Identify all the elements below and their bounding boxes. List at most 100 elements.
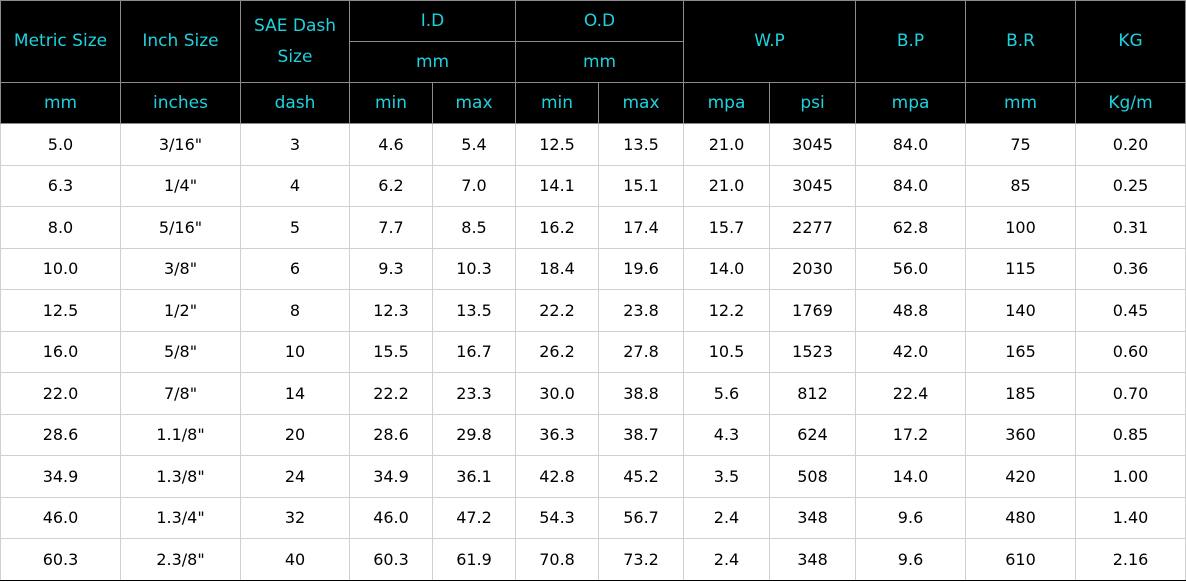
table-cell: 38.8 (598, 372, 685, 415)
table-cell: 624 (769, 414, 857, 456)
header-wp: W.P (683, 0, 857, 83)
table-cell: 9.6 (855, 538, 967, 581)
table-cell: 3045 (769, 165, 857, 207)
table-cell: 21.0 (683, 165, 771, 207)
table-cell: 0.85 (1075, 414, 1186, 456)
table-cell: 12.5 (515, 123, 600, 166)
table-cell: 15.1 (598, 165, 685, 207)
table-cell: 40 (240, 538, 350, 581)
table-cell: 2.3/8" (120, 538, 241, 581)
header-id-unit: mm (348, 41, 517, 83)
table-cell: 5/8" (120, 331, 241, 373)
table-cell: 1523 (769, 331, 857, 373)
table-body: 5.0 3/16" 3 4.6 5.4 12.5 13.5 21.0 3045 84.0 75 0.2… (0, 123, 1186, 581)
table-cell: 1769 (769, 289, 857, 332)
table-cell: 28.6 (349, 414, 433, 456)
table-cell: 2.4 (683, 497, 771, 539)
table-cell: 84.0 (855, 165, 967, 207)
unit-od-max: max (598, 82, 685, 124)
table-cell: 29.8 (432, 414, 517, 456)
table-cell: 45.2 (598, 455, 685, 498)
table-cell: 56.7 (598, 497, 685, 539)
unit-br-mm: mm (965, 82, 1077, 124)
table-cell: 3 (240, 123, 350, 166)
unit-id-min: min (349, 82, 433, 124)
table-cell: 42.8 (515, 455, 600, 498)
table-cell: 47.2 (432, 497, 517, 539)
table-row: 22.0 7/8" 14 22.2 23.3 30.0 38.8 5.6 812 22.4 185 0… (0, 372, 1186, 415)
table-cell: 1/4" (120, 165, 241, 207)
header-id: I.D (348, 0, 517, 42)
header-sae-dash-size: SAE Dash Size (240, 0, 350, 83)
unit-dash: dash (240, 82, 350, 124)
table-cell: 10.3 (432, 248, 517, 290)
header-inch-size: Inch Size (120, 0, 241, 83)
table-cell: 12.5 (0, 289, 121, 332)
table-cell: 16.0 (0, 331, 121, 373)
table-cell: 9.6 (855, 497, 967, 539)
table-cell: 34.9 (349, 455, 433, 498)
table-cell: 1/2" (120, 289, 241, 332)
table-cell: 54.3 (515, 497, 600, 539)
table-cell: 14 (240, 372, 350, 415)
table-cell: 420 (965, 455, 1077, 498)
table-cell: 6 (240, 248, 350, 290)
header-kg: KG (1075, 0, 1186, 83)
table-row: 60.3 2.3/8" 40 60.3 61.9 70.8 73.2 2.4 348 9.6 610… (0, 538, 1186, 581)
table-cell: 0.20 (1075, 123, 1186, 166)
table-cell: 14.0 (855, 455, 967, 498)
table-cell: 812 (769, 372, 857, 415)
table-cell: 10 (240, 331, 350, 373)
unit-od-min: min (515, 82, 600, 124)
table-cell: 0.36 (1075, 248, 1186, 290)
table-cell: 1.1/8" (120, 414, 241, 456)
table-cell: 5 (240, 206, 350, 249)
header-br: B.R (965, 0, 1077, 83)
table-cell: 10.5 (683, 331, 771, 373)
table-cell: 20 (240, 414, 350, 456)
table-cell: 16.2 (515, 206, 600, 249)
table-cell: 480 (965, 497, 1077, 539)
table-cell: 0.31 (1075, 206, 1186, 249)
table-cell: 34.9 (0, 455, 121, 498)
unit-id-max: max (431, 82, 517, 124)
header-unit-row: mm mm (1, 41, 1186, 83)
table-cell: 84.0 (855, 123, 967, 166)
table-cell: 46.0 (349, 497, 433, 539)
table-cell: 4 (240, 165, 350, 207)
table-cell: 1.40 (1075, 497, 1186, 539)
table-cell: 23.3 (432, 372, 517, 415)
table-cell: 22.0 (0, 372, 121, 415)
table-cell: 185 (965, 372, 1077, 415)
table-cell: 36.3 (515, 414, 600, 456)
table-cell: 18.4 (515, 248, 600, 290)
table-cell: 70.8 (515, 538, 600, 581)
table-row: 6.3 1/4" 4 6.2 7.0 14.1 15.1 21.0 3045 84.0 85 0.25 (0, 165, 1186, 207)
table-cell: 13.5 (598, 123, 685, 166)
table-header: Metric Size Inch Size SAE Dash Size I.D … (0, 0, 1186, 124)
unit-inch: inches (120, 82, 241, 124)
table-cell: 1.3/4" (120, 497, 241, 539)
table-cell: 115 (965, 248, 1077, 290)
table-cell: 0.70 (1075, 372, 1186, 415)
unit-kg-m: Kg/m (1075, 82, 1186, 124)
table-cell: 5.6 (683, 372, 771, 415)
table-cell: 9.3 (349, 248, 433, 290)
table-cell: 348 (769, 497, 857, 539)
table-cell: 0.60 (1075, 331, 1186, 373)
table-cell: 56.0 (855, 248, 967, 290)
table-cell: 8.5 (432, 206, 517, 249)
table-cell: 30.0 (515, 372, 600, 415)
table-cell: 2277 (769, 206, 857, 249)
table-cell: 8 (240, 289, 350, 332)
table-cell: 26.2 (515, 331, 600, 373)
table-cell: 19.6 (598, 248, 685, 290)
table-cell: 5/16" (120, 206, 241, 249)
table-cell: 17.2 (855, 414, 967, 456)
unit-metric: mm (0, 82, 121, 124)
unit-wp-psi: psi (769, 82, 857, 124)
table-cell: 7.0 (432, 165, 517, 207)
table-cell: 4.6 (349, 123, 433, 166)
table-cell: 10.0 (0, 248, 121, 290)
